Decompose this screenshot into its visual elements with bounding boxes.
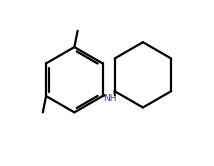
Text: NH: NH — [103, 94, 116, 103]
